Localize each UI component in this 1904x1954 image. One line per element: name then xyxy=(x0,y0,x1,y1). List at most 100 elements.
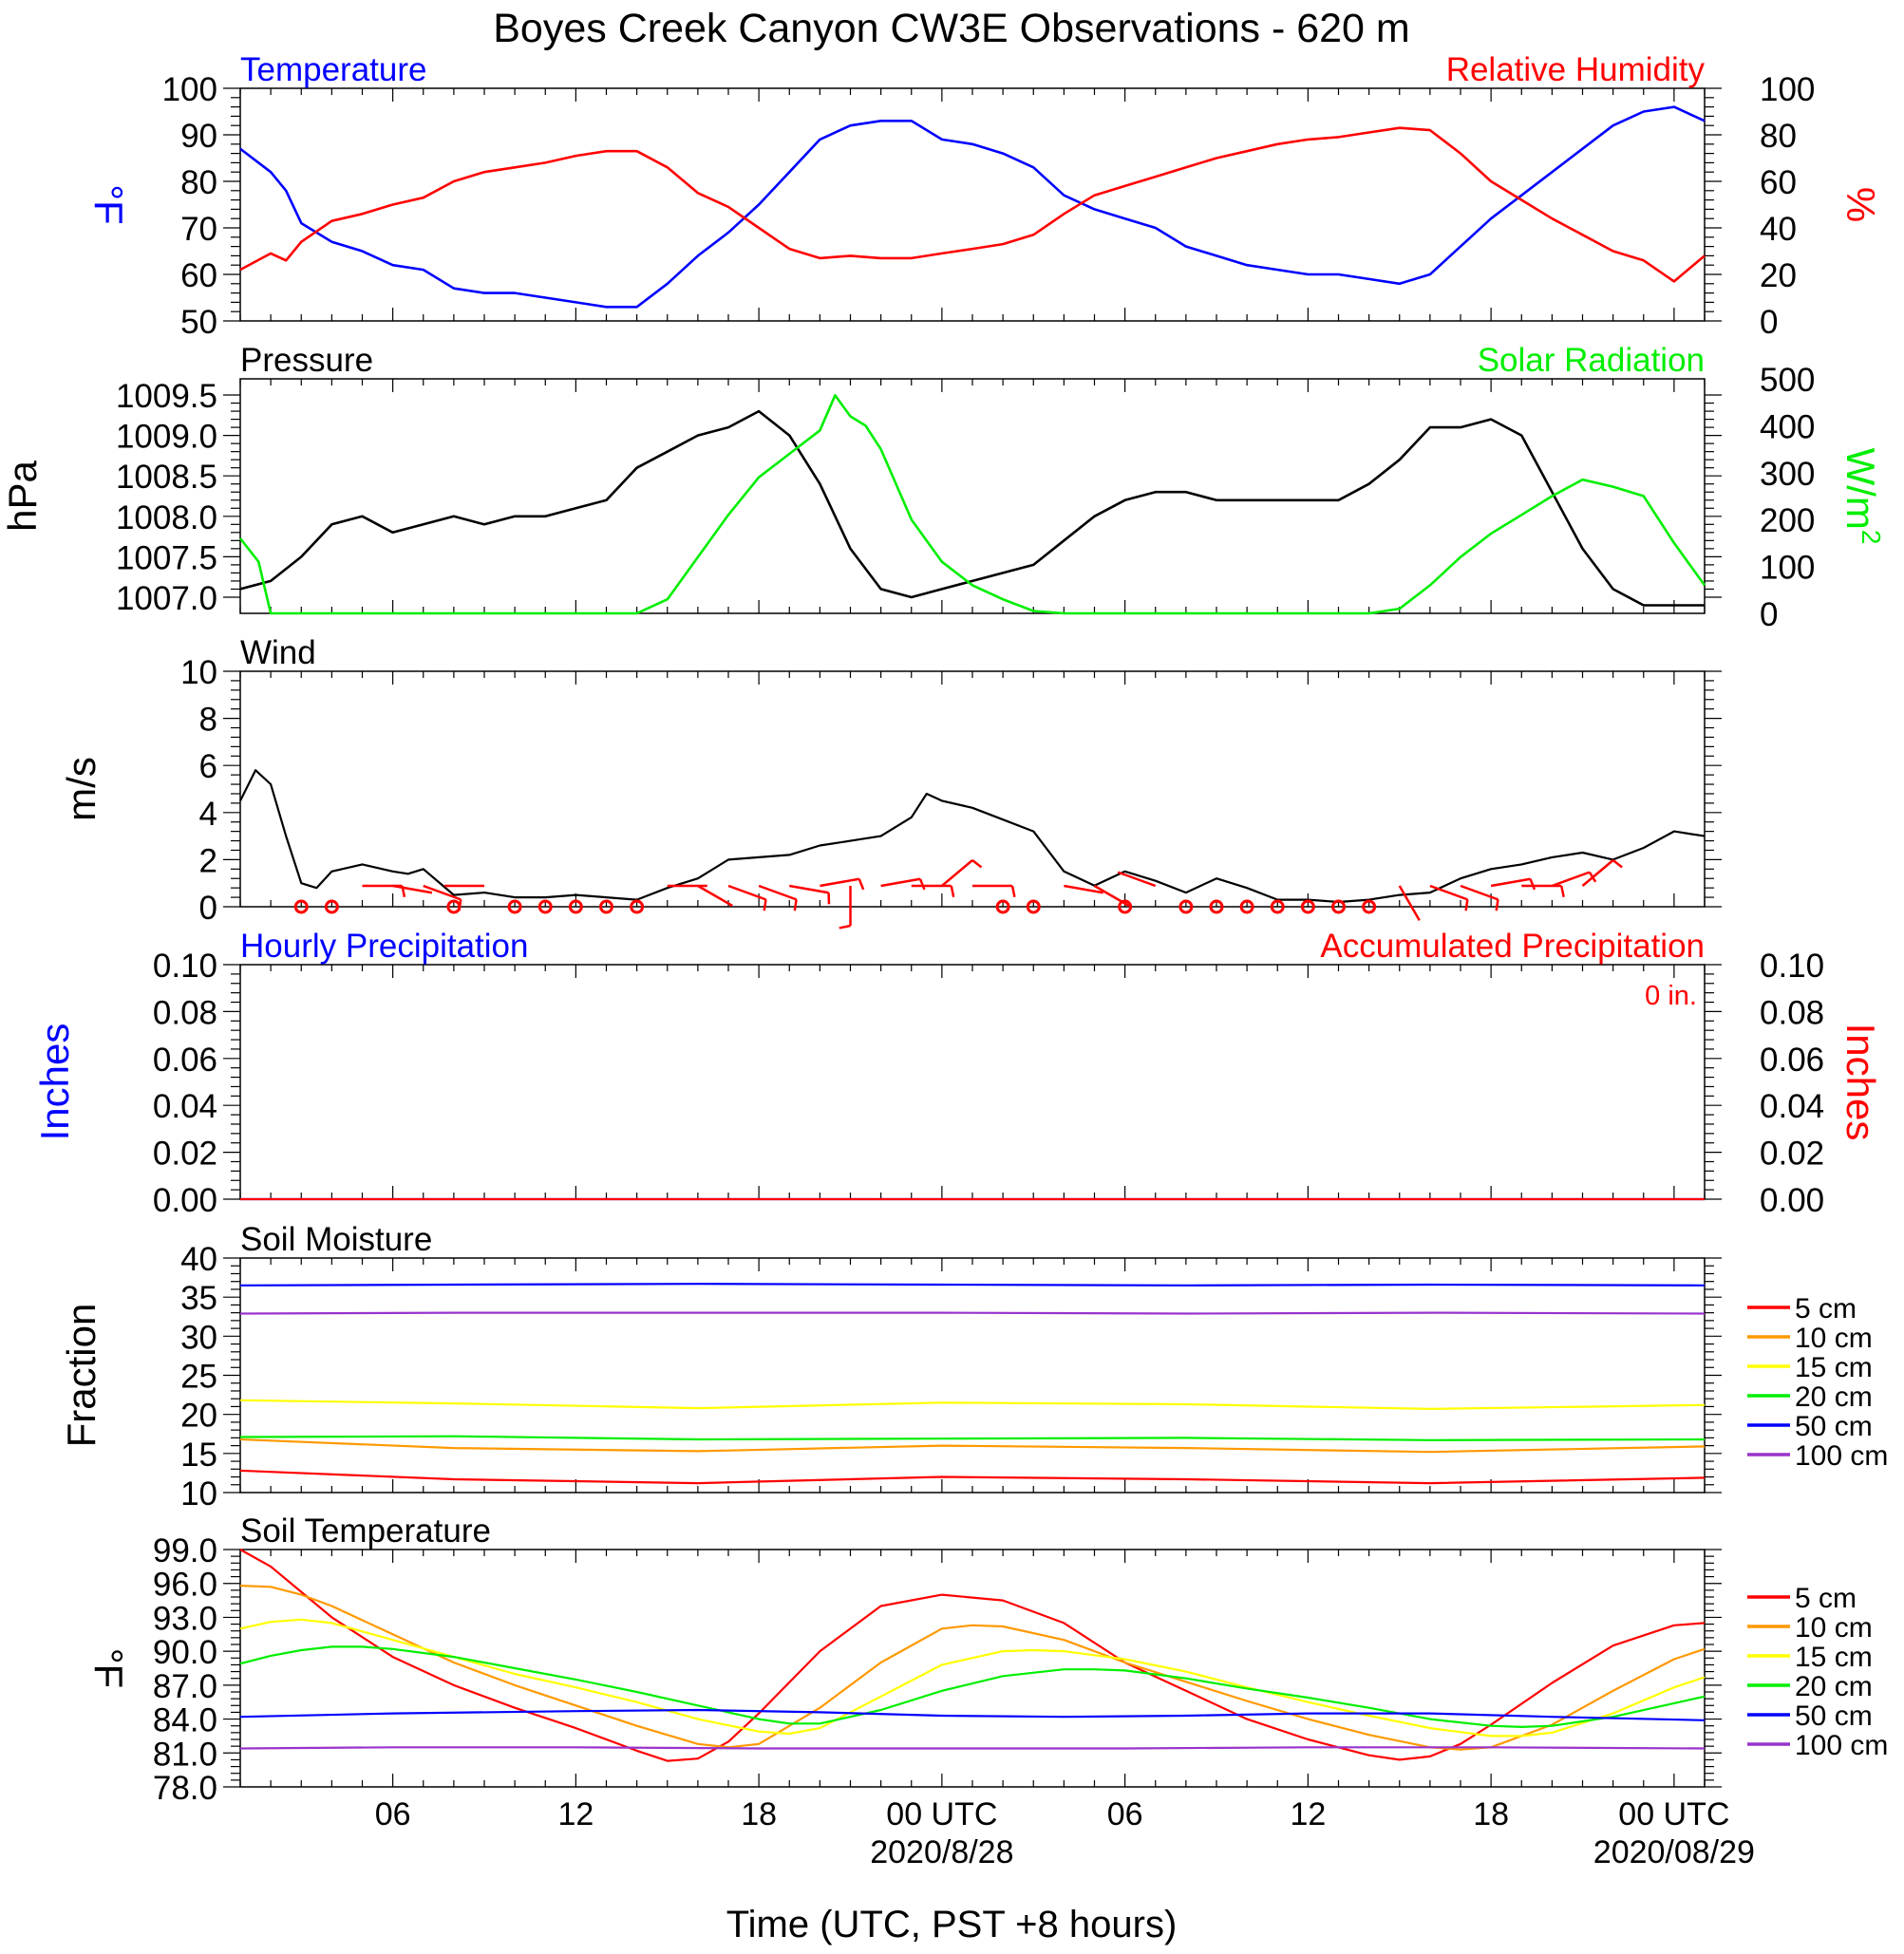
x-ticks xyxy=(239,671,1706,907)
wind-calm-circle xyxy=(1209,899,1224,914)
y-tick-label-left: 1008.5 xyxy=(116,459,217,496)
series-line-15-cm xyxy=(239,1399,1706,1411)
wind-calm-circle xyxy=(1026,899,1041,914)
wind-barb-flag xyxy=(1612,859,1623,869)
wind-barb-staff xyxy=(1581,859,1614,887)
y-tick-label-left: 87.0 xyxy=(153,1668,217,1705)
y-tick-label-left: 40 xyxy=(180,1241,217,1278)
wind-barb-staff xyxy=(392,884,433,894)
y-tick-label-left: 0.02 xyxy=(153,1136,217,1173)
wind-barb-flag xyxy=(1464,899,1469,911)
wind-barb-staff xyxy=(758,884,798,901)
series-line-solar-radiation xyxy=(238,393,1706,615)
y-tick-label-left: 100 xyxy=(162,71,217,108)
wind-calm-circle xyxy=(507,899,522,914)
panel-title-left: Temperature xyxy=(240,51,426,88)
legend-item-100-cm: 100 cm xyxy=(1747,1440,1888,1472)
wind-barb-flag xyxy=(793,899,798,911)
wind-barb-staff xyxy=(423,884,462,901)
wind-barb-flag xyxy=(1010,885,1016,898)
y-axis-label-left: hPa xyxy=(0,460,45,531)
y-tick-label-right: 80 xyxy=(1760,118,1797,155)
y-axis-label-left: °F xyxy=(86,1648,131,1688)
legend-item-20-cm: 20 cm xyxy=(1747,1671,1873,1702)
wind-calm-circle xyxy=(1178,899,1194,914)
wind-barb-flag xyxy=(839,924,851,930)
panel-wind: 0 2 4 6 8 10 Wind m/s xyxy=(59,634,1722,930)
y-tick-label-right: 0.04 xyxy=(1760,1088,1824,1125)
legend-item-50-cm: 50 cm xyxy=(1747,1411,1873,1442)
y-tick-label-left: 20 xyxy=(180,1398,217,1435)
legend-label: 15 cm xyxy=(1795,1642,1873,1673)
y-tick-label-left: 6 xyxy=(199,748,217,785)
series-line-5-cm xyxy=(239,1469,1706,1485)
y-ticks-left xyxy=(223,394,1722,598)
series-line-50-cm xyxy=(239,1283,1706,1287)
y-tick-label-left: 0.06 xyxy=(153,1042,217,1079)
wind-calm-circle xyxy=(324,899,339,914)
wind-barb-staff xyxy=(697,884,733,908)
wind-barb-staff xyxy=(880,877,921,888)
legend-item-5-cm: 5 cm xyxy=(1747,1583,1857,1614)
y-tick-label-left: 99.0 xyxy=(153,1532,217,1569)
wind-barb-staff xyxy=(1460,884,1499,901)
y-tick-label-left: 84.0 xyxy=(153,1702,217,1739)
series-line-50-cm xyxy=(239,1708,1706,1721)
y-tick-label-left: 10 xyxy=(180,654,217,691)
panel-title-left: Soil Moisture xyxy=(240,1221,432,1258)
y-axis-label-right: % xyxy=(1838,187,1883,222)
y-tick-label-right: 500 xyxy=(1760,362,1815,399)
series-line-pressure xyxy=(239,409,1705,607)
x-ticks xyxy=(239,1550,1706,1787)
y-tick-label-left: 1007.5 xyxy=(116,539,217,576)
y-tick-label-left: 2 xyxy=(199,842,217,879)
y-tick-label-left: 90.0 xyxy=(153,1634,217,1671)
series-line-100-cm xyxy=(239,1311,1706,1315)
y-tick-label-left: 78.0 xyxy=(153,1770,217,1807)
legend-item-100-cm: 100 cm xyxy=(1747,1730,1888,1761)
y-tick-label-left: 35 xyxy=(180,1280,217,1317)
series-line-relative-humidity xyxy=(239,126,1706,283)
wind-barb-flag xyxy=(763,899,767,911)
legend-item-20-cm: 20 cm xyxy=(1747,1381,1873,1413)
x-tick-date-label: 2020/08/29 xyxy=(1593,1834,1755,1870)
legend-label: 10 cm xyxy=(1795,1323,1873,1354)
x-tick-label: 06 xyxy=(1107,1796,1143,1832)
precip-total-annotation: 0 in. xyxy=(1645,981,1697,1011)
y-axis-label-left: Fraction xyxy=(59,1304,104,1448)
y-axis-label-right: Inches xyxy=(1838,1024,1883,1141)
wind-calm-circle xyxy=(1331,899,1346,914)
y-tick-label-right: 0.08 xyxy=(1760,994,1824,1031)
series-line-10-cm xyxy=(239,1585,1706,1751)
legend-label: 5 cm xyxy=(1795,1293,1857,1325)
x-tick-label: 18 xyxy=(741,1796,777,1832)
y-ticks-left xyxy=(223,1257,1722,1494)
wind-barb-staff xyxy=(1117,871,1157,888)
x-axis-label: Time (UTC, PST +8 hours) xyxy=(726,1904,1178,1945)
x-tick-label: 12 xyxy=(1290,1796,1326,1832)
legend-item-15-cm: 15 cm xyxy=(1747,1352,1873,1383)
y-tick-label-right: 200 xyxy=(1760,502,1815,539)
y-tick-label-left: 80 xyxy=(180,164,217,201)
wind-calm-circle xyxy=(568,899,583,914)
plot-frame xyxy=(239,964,1706,1200)
wind-barb-staff xyxy=(941,859,973,887)
wind-calm-circle xyxy=(1300,899,1315,914)
legend-label: 15 cm xyxy=(1795,1352,1873,1383)
y-ticks-left xyxy=(223,87,1722,322)
wind-barb-flag xyxy=(858,878,865,891)
y-tick-label-right: 60 xyxy=(1760,164,1797,201)
y-ticks-left xyxy=(223,1549,1722,1788)
wind-barb-staff xyxy=(1398,885,1421,921)
y-tick-label-left: 50 xyxy=(180,304,217,341)
y-tick-label-left: 60 xyxy=(180,257,217,294)
x-tick-label: 00 UTC xyxy=(1618,1796,1729,1832)
y-tick-label-left: 30 xyxy=(180,1319,217,1356)
y-tick-label-left: 1007.0 xyxy=(116,580,217,617)
wind-calm-circle xyxy=(995,899,1010,914)
